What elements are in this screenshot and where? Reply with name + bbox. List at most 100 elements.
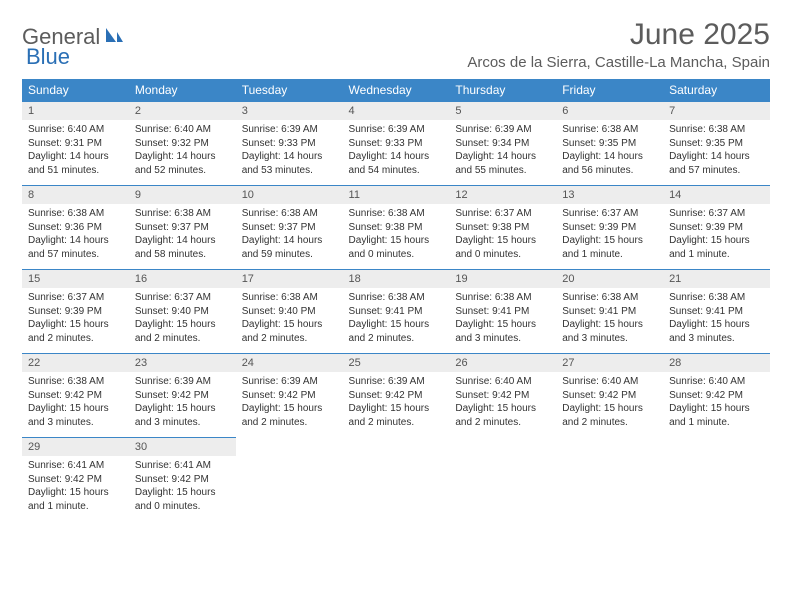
day-number: 16 [129, 270, 236, 288]
calendar-cell: 7Sunrise: 6:38 AMSunset: 9:35 PMDaylight… [663, 101, 770, 185]
sunset-text: Sunset: 9:41 PM [455, 305, 550, 319]
day-details: Sunrise: 6:38 AMSunset: 9:41 PMDaylight:… [449, 288, 556, 353]
daylight-text: Daylight: 15 hours and 2 minutes. [349, 318, 444, 345]
sunset-text: Sunset: 9:32 PM [135, 137, 230, 151]
day-number: 4 [343, 102, 450, 120]
sunrise-text: Sunrise: 6:39 AM [349, 123, 444, 137]
calendar-cell: 23Sunrise: 6:39 AMSunset: 9:42 PMDayligh… [129, 353, 236, 437]
day-details: Sunrise: 6:39 AMSunset: 9:33 PMDaylight:… [236, 120, 343, 185]
calendar-cell: 21Sunrise: 6:38 AMSunset: 9:41 PMDayligh… [663, 269, 770, 353]
calendar-cell: 11Sunrise: 6:38 AMSunset: 9:38 PMDayligh… [343, 185, 450, 269]
sunrise-text: Sunrise: 6:37 AM [455, 207, 550, 221]
sunset-text: Sunset: 9:40 PM [135, 305, 230, 319]
sunset-text: Sunset: 9:41 PM [669, 305, 764, 319]
day-number: 1 [22, 102, 129, 120]
daylight-text: Daylight: 15 hours and 3 minutes. [455, 318, 550, 345]
day-number: 6 [556, 102, 663, 120]
sunset-text: Sunset: 9:41 PM [349, 305, 444, 319]
weekday-header: Sunday [22, 79, 129, 101]
day-number: 12 [449, 186, 556, 204]
calendar-cell: 4Sunrise: 6:39 AMSunset: 9:33 PMDaylight… [343, 101, 450, 185]
sunset-text: Sunset: 9:42 PM [455, 389, 550, 403]
day-details: Sunrise: 6:38 AMSunset: 9:41 PMDaylight:… [663, 288, 770, 353]
daylight-text: Daylight: 15 hours and 2 minutes. [242, 318, 337, 345]
weekday-header: Monday [129, 79, 236, 101]
day-details: Sunrise: 6:37 AMSunset: 9:39 PMDaylight:… [663, 204, 770, 269]
sunrise-text: Sunrise: 6:40 AM [28, 123, 123, 137]
calendar-row: 29Sunrise: 6:41 AMSunset: 9:42 PMDayligh… [22, 437, 770, 521]
day-number: 17 [236, 270, 343, 288]
daylight-text: Daylight: 15 hours and 3 minutes. [562, 318, 657, 345]
calendar-cell: 3Sunrise: 6:39 AMSunset: 9:33 PMDaylight… [236, 101, 343, 185]
daylight-text: Daylight: 15 hours and 0 minutes. [349, 234, 444, 261]
sunset-text: Sunset: 9:39 PM [28, 305, 123, 319]
day-details: Sunrise: 6:38 AMSunset: 9:41 PMDaylight:… [556, 288, 663, 353]
calendar-cell: 20Sunrise: 6:38 AMSunset: 9:41 PMDayligh… [556, 269, 663, 353]
month-title: June 2025 [467, 18, 770, 52]
sunrise-text: Sunrise: 6:39 AM [455, 123, 550, 137]
day-number: 13 [556, 186, 663, 204]
sunset-text: Sunset: 9:33 PM [242, 137, 337, 151]
sunset-text: Sunset: 9:38 PM [455, 221, 550, 235]
day-details: Sunrise: 6:38 AMSunset: 9:41 PMDaylight:… [343, 288, 450, 353]
calendar-row: 1Sunrise: 6:40 AMSunset: 9:31 PMDaylight… [22, 101, 770, 185]
sunrise-text: Sunrise: 6:38 AM [562, 291, 657, 305]
sunrise-text: Sunrise: 6:38 AM [135, 207, 230, 221]
day-details: Sunrise: 6:41 AMSunset: 9:42 PMDaylight:… [129, 456, 236, 521]
daylight-text: Daylight: 15 hours and 3 minutes. [669, 318, 764, 345]
day-number: 28 [663, 354, 770, 372]
sunrise-text: Sunrise: 6:39 AM [242, 375, 337, 389]
logo-sail-icon [104, 26, 124, 49]
day-number: 19 [449, 270, 556, 288]
calendar-head: Sunday Monday Tuesday Wednesday Thursday… [22, 79, 770, 101]
calendar-body: 1Sunrise: 6:40 AMSunset: 9:31 PMDaylight… [22, 101, 770, 521]
day-details: Sunrise: 6:40 AMSunset: 9:42 PMDaylight:… [556, 372, 663, 437]
day-details: Sunrise: 6:37 AMSunset: 9:38 PMDaylight:… [449, 204, 556, 269]
sunset-text: Sunset: 9:39 PM [669, 221, 764, 235]
day-details: Sunrise: 6:38 AMSunset: 9:35 PMDaylight:… [663, 120, 770, 185]
day-details: Sunrise: 6:40 AMSunset: 9:32 PMDaylight:… [129, 120, 236, 185]
title-block: June 2025 Arcos de la Sierra, Castille-L… [467, 18, 770, 71]
daylight-text: Daylight: 15 hours and 3 minutes. [135, 402, 230, 429]
sunrise-text: Sunrise: 6:38 AM [242, 291, 337, 305]
calendar-cell [343, 437, 450, 521]
calendar-cell: 22Sunrise: 6:38 AMSunset: 9:42 PMDayligh… [22, 353, 129, 437]
daylight-text: Daylight: 14 hours and 55 minutes. [455, 150, 550, 177]
sunrise-text: Sunrise: 6:37 AM [669, 207, 764, 221]
weekday-header: Tuesday [236, 79, 343, 101]
sunset-text: Sunset: 9:35 PM [562, 137, 657, 151]
sunset-text: Sunset: 9:41 PM [562, 305, 657, 319]
calendar-cell: 13Sunrise: 6:37 AMSunset: 9:39 PMDayligh… [556, 185, 663, 269]
daylight-text: Daylight: 14 hours and 51 minutes. [28, 150, 123, 177]
day-details: Sunrise: 6:38 AMSunset: 9:35 PMDaylight:… [556, 120, 663, 185]
day-details: Sunrise: 6:37 AMSunset: 9:40 PMDaylight:… [129, 288, 236, 353]
calendar-cell [663, 437, 770, 521]
weekday-header: Friday [556, 79, 663, 101]
daylight-text: Daylight: 15 hours and 1 minute. [669, 402, 764, 429]
day-number: 7 [663, 102, 770, 120]
day-number: 15 [22, 270, 129, 288]
daylight-text: Daylight: 15 hours and 1 minute. [562, 234, 657, 261]
sunrise-text: Sunrise: 6:37 AM [562, 207, 657, 221]
daylight-text: Daylight: 14 hours and 53 minutes. [242, 150, 337, 177]
daylight-text: Daylight: 14 hours and 56 minutes. [562, 150, 657, 177]
sunrise-text: Sunrise: 6:40 AM [669, 375, 764, 389]
sunset-text: Sunset: 9:42 PM [242, 389, 337, 403]
day-number: 26 [449, 354, 556, 372]
calendar-row: 22Sunrise: 6:38 AMSunset: 9:42 PMDayligh… [22, 353, 770, 437]
day-details: Sunrise: 6:39 AMSunset: 9:33 PMDaylight:… [343, 120, 450, 185]
daylight-text: Daylight: 15 hours and 1 minute. [669, 234, 764, 261]
sunset-text: Sunset: 9:37 PM [135, 221, 230, 235]
calendar-cell: 12Sunrise: 6:37 AMSunset: 9:38 PMDayligh… [449, 185, 556, 269]
day-number: 9 [129, 186, 236, 204]
calendar-cell: 10Sunrise: 6:38 AMSunset: 9:37 PMDayligh… [236, 185, 343, 269]
day-number: 25 [343, 354, 450, 372]
sunset-text: Sunset: 9:35 PM [669, 137, 764, 151]
sunrise-text: Sunrise: 6:41 AM [135, 459, 230, 473]
daylight-text: Daylight: 14 hours and 59 minutes. [242, 234, 337, 261]
calendar-cell: 19Sunrise: 6:38 AMSunset: 9:41 PMDayligh… [449, 269, 556, 353]
day-details: Sunrise: 6:40 AMSunset: 9:31 PMDaylight:… [22, 120, 129, 185]
day-number: 2 [129, 102, 236, 120]
sunset-text: Sunset: 9:36 PM [28, 221, 123, 235]
calendar-cell: 9Sunrise: 6:38 AMSunset: 9:37 PMDaylight… [129, 185, 236, 269]
